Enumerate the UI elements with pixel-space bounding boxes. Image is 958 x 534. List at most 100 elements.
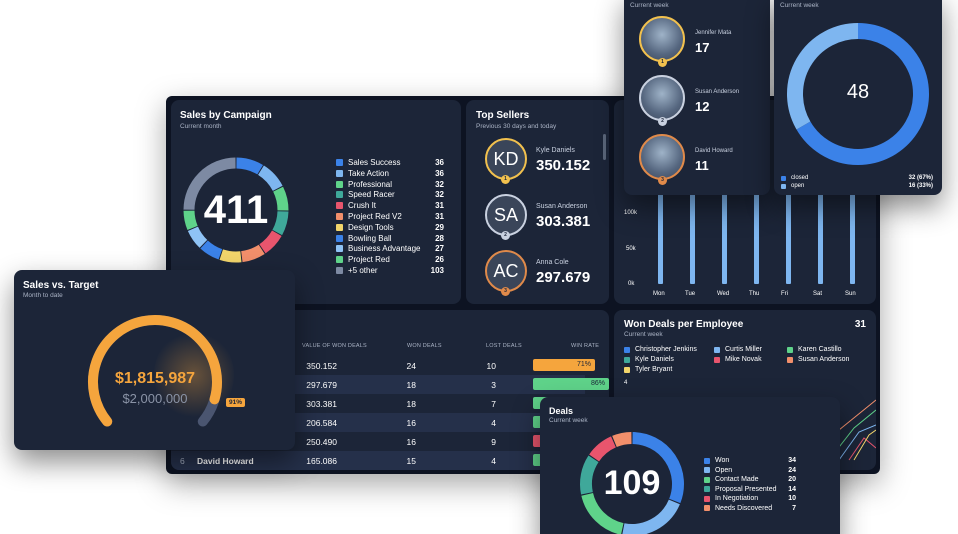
- legend-value: 31: [435, 212, 444, 221]
- legend-value: 7: [792, 504, 796, 512]
- employee-legend-item[interactable]: Kyle Daniels: [624, 356, 674, 363]
- legend-label: Take Action: [348, 168, 389, 178]
- sales-target-gauge[interactable]: [85, 312, 225, 432]
- scrollbar[interactable]: [603, 134, 606, 160]
- legend-label: Professional: [348, 179, 393, 189]
- seller-avatar[interactable]: SA: [485, 194, 527, 236]
- legend-swatch: [336, 256, 343, 264]
- donut-slice[interactable]: [589, 436, 617, 462]
- deals-legend-item[interactable]: Open 24: [704, 467, 796, 474]
- row-won: 16: [406, 418, 416, 428]
- deals-legend-item[interactable]: Needs Discovered 7: [704, 505, 796, 512]
- legend-swatch: [624, 346, 630, 353]
- day-bar[interactable]: [754, 179, 759, 284]
- donut-slice[interactable]: [787, 23, 859, 130]
- donut-slice[interactable]: [612, 432, 632, 448]
- donut-slice[interactable]: [622, 499, 680, 534]
- deals-legend-item[interactable]: In Negotiation 10: [704, 495, 796, 502]
- donut-slice[interactable]: [183, 210, 198, 231]
- employee-legend-item[interactable]: Mike Novak: [714, 356, 762, 363]
- employee-legend-item[interactable]: Curtis Miller: [714, 346, 762, 353]
- donut-slice[interactable]: [219, 249, 242, 263]
- status-legend-item[interactable]: open 16 (33%): [781, 183, 933, 189]
- donut-slice[interactable]: [632, 432, 684, 504]
- row-value: 165.086: [306, 456, 337, 466]
- deals-card[interactable]: Deals Current week 109 Won 34 Open 24 Contac…: [540, 397, 840, 534]
- table-row[interactable]: 6 David Howard 165.086 15 4: [171, 451, 603, 470]
- deals-legend-item[interactable]: Proposal Presented 14: [704, 486, 796, 493]
- donut-slice[interactable]: [187, 226, 208, 248]
- deals-donut-chart[interactable]: [577, 429, 687, 534]
- day-bar[interactable]: [658, 179, 663, 284]
- day-bar[interactable]: [786, 179, 791, 284]
- legend-swatch: [336, 245, 343, 253]
- day-bar[interactable]: [722, 179, 727, 284]
- win-rate-bar: 71%: [533, 359, 595, 371]
- campaign-donut-chart[interactable]: [181, 155, 291, 265]
- seller-avatar[interactable]: AC: [485, 250, 527, 292]
- column-header[interactable]: VALUE OF WON DEALS: [302, 343, 367, 349]
- card-title: Won Deals per Employee: [624, 319, 744, 330]
- gauge-arc: [88, 315, 222, 427]
- donut-slice[interactable]: [272, 210, 289, 236]
- campaign-legend-item[interactable]: Design Tools 29: [336, 223, 444, 232]
- donut-slice[interactable]: [259, 230, 282, 254]
- legend-label: Sales Success: [348, 158, 401, 167]
- legend-value: 29: [435, 222, 444, 232]
- donut-slice[interactable]: [236, 157, 264, 175]
- campaign-legend-item[interactable]: Business Advantage 27: [336, 244, 444, 253]
- deal-status-card[interactable]: Current week 48 closed 32 (67%) open 16 (33…: [774, 0, 942, 195]
- column-header[interactable]: LOST DEALS: [486, 343, 522, 349]
- donut-slice[interactable]: [257, 165, 283, 192]
- campaign-legend-item[interactable]: Sales Success 36: [336, 158, 444, 167]
- column-header[interactable]: WIN RATE: [571, 343, 600, 349]
- row-won: 24: [406, 361, 416, 371]
- donut-slice[interactable]: [580, 455, 599, 495]
- seller-avatar[interactable]: KD: [485, 138, 527, 180]
- campaign-legend-item[interactable]: Project Red V2 31: [336, 212, 444, 221]
- donut-slice[interactable]: [581, 492, 624, 534]
- donut-slice[interactable]: [200, 240, 223, 260]
- campaign-legend-item[interactable]: Professional 32: [336, 180, 444, 189]
- employee-legend-item[interactable]: Tyler Bryant: [624, 366, 672, 373]
- campaign-legend-item[interactable]: Speed Racer 32: [336, 190, 444, 199]
- employee-legend-item[interactable]: Karen Castillo: [787, 346, 842, 353]
- donut-slice[interactable]: [183, 157, 236, 211]
- person-value: 17: [695, 40, 710, 55]
- employee-legend-item[interactable]: Susan Anderson: [787, 356, 849, 363]
- legend-label: Kyle Daniels: [635, 356, 674, 363]
- seller-value: 350.152: [536, 157, 591, 174]
- deal-status-donut-chart[interactable]: [783, 19, 933, 169]
- legend-value: 28: [435, 233, 444, 243]
- person-avatar[interactable]: [639, 16, 685, 62]
- table-row[interactable]: 350.152 24 10 71%: [171, 356, 595, 375]
- top-sellers-card[interactable]: Top Sellers Previous 30 days and today K…: [466, 100, 609, 304]
- weekly-top-card[interactable]: Current week 1 Jennifer Mata 17 2 Susan Ande…: [624, 0, 770, 195]
- campaign-legend-item[interactable]: Take Action 36: [336, 169, 444, 178]
- donut-slice[interactable]: [796, 23, 929, 165]
- employee-legend-item[interactable]: Christopher Jenkins: [624, 346, 697, 353]
- campaign-legend-item[interactable]: +5 other 103: [336, 266, 444, 275]
- deals-legend-item[interactable]: Contact Made 20: [704, 476, 796, 483]
- row-won: 15: [406, 456, 416, 466]
- day-bar[interactable]: [850, 179, 855, 284]
- card-subtitle: Current week: [780, 2, 819, 9]
- column-header[interactable]: WON DEALS: [407, 343, 442, 349]
- donut-slice[interactable]: [240, 244, 265, 263]
- legend-swatch: [781, 175, 786, 181]
- campaign-legend-item[interactable]: Crush It 31: [336, 201, 444, 210]
- person-avatar[interactable]: [639, 134, 685, 180]
- sales-vs-target-card[interactable]: Sales vs. Target Month to date $1,815,98…: [14, 270, 295, 450]
- row-value: 303.381: [306, 399, 337, 409]
- deals-legend-item[interactable]: Won 34: [704, 457, 796, 464]
- x-tick-label: Sun: [845, 291, 856, 297]
- day-bar[interactable]: [818, 179, 823, 284]
- sales-by-campaign-card[interactable]: Sales by Campaign Current month 411 Sale…: [171, 100, 461, 304]
- campaign-legend-item[interactable]: Project Red 26: [336, 255, 444, 264]
- status-legend-item[interactable]: closed 32 (67%): [781, 175, 933, 181]
- campaign-legend-item[interactable]: Bowling Ball 28: [336, 234, 444, 243]
- day-bar[interactable]: [690, 179, 695, 284]
- donut-slice[interactable]: [273, 186, 289, 211]
- person-avatar[interactable]: [639, 75, 685, 121]
